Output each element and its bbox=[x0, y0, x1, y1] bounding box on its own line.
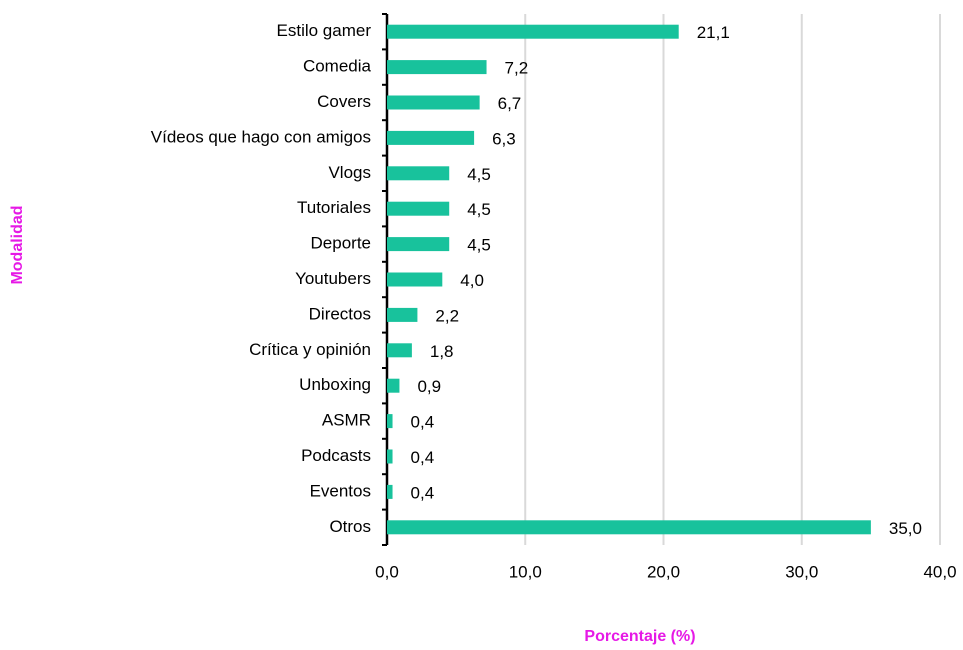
value-label: 1,8 bbox=[430, 342, 454, 361]
value-label: 0,4 bbox=[411, 413, 435, 432]
value-label: 7,2 bbox=[505, 59, 529, 78]
x-tick-label: 0,0 bbox=[375, 562, 399, 581]
value-label: 21,1 bbox=[697, 23, 730, 42]
bar bbox=[387, 272, 443, 287]
y-tick-label: Vídeos que hago con amigos bbox=[151, 127, 371, 146]
value-label: 0,9 bbox=[417, 377, 441, 396]
bar bbox=[387, 484, 393, 499]
y-tick-label: Podcasts bbox=[301, 446, 371, 465]
y-tick-label: Otros bbox=[329, 517, 371, 536]
y-axis-title: Modalidad bbox=[9, 205, 26, 284]
value-label: 4,5 bbox=[467, 200, 491, 219]
y-tick-label: Comedia bbox=[303, 57, 372, 76]
y-tick-label: Tutoriales bbox=[297, 198, 371, 217]
bar bbox=[387, 414, 393, 429]
bar bbox=[387, 449, 393, 464]
x-axis-title: Porcentaje (%) bbox=[584, 628, 695, 645]
bar bbox=[387, 307, 418, 322]
value-label: 4,5 bbox=[467, 165, 491, 184]
value-label: 0,4 bbox=[411, 483, 435, 502]
y-tick-label: Estilo gamer bbox=[277, 21, 372, 40]
bar bbox=[387, 166, 450, 181]
value-label: 0,4 bbox=[411, 448, 435, 467]
x-tick-label: 40,0 bbox=[923, 562, 956, 581]
value-label: 2,2 bbox=[435, 306, 459, 325]
value-label: 4,0 bbox=[460, 271, 484, 290]
bar bbox=[387, 343, 412, 358]
y-tick-label: ASMR bbox=[322, 411, 371, 430]
bar bbox=[387, 60, 487, 75]
value-label: 6,3 bbox=[492, 129, 516, 148]
y-tick-label: Vlogs bbox=[328, 163, 371, 182]
value-label: 4,5 bbox=[467, 236, 491, 255]
bar bbox=[387, 378, 400, 393]
y-tick-label: Youtubers bbox=[295, 269, 371, 288]
y-tick-label: Eventos bbox=[310, 481, 371, 500]
x-tick-label: 30,0 bbox=[785, 562, 818, 581]
bar bbox=[387, 520, 871, 535]
y-tick-label: Crítica y opinión bbox=[249, 340, 371, 359]
bar bbox=[387, 237, 450, 252]
bar bbox=[387, 130, 475, 145]
x-tick-label: 10,0 bbox=[509, 562, 542, 581]
bar bbox=[387, 201, 450, 216]
y-tick-label: Deporte bbox=[311, 234, 371, 253]
value-label: 6,7 bbox=[498, 94, 522, 113]
bar bbox=[387, 95, 480, 110]
x-tick-label: 20,0 bbox=[647, 562, 680, 581]
y-tick-label: Covers bbox=[317, 92, 371, 111]
bar bbox=[387, 24, 679, 39]
y-tick-label: Directos bbox=[309, 304, 371, 323]
y-tick-label: Unboxing bbox=[299, 375, 371, 394]
value-label: 35,0 bbox=[889, 519, 922, 538]
